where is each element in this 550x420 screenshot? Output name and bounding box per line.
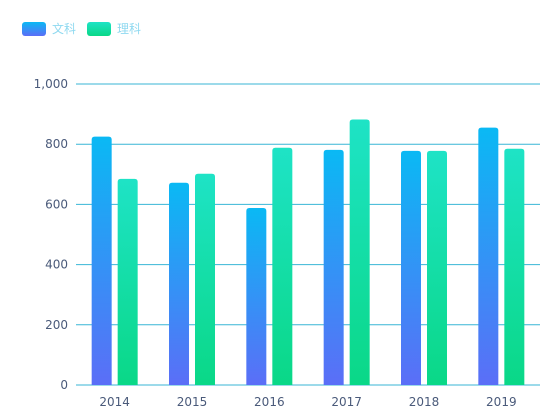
bar-like-2016[interactable] [272,147,293,385]
x-tick-label: 2019 [486,395,517,409]
y-tick-label: 800 [45,137,68,151]
y-tick-label: 0 [60,378,68,392]
bar-wenke-2017[interactable] [323,149,344,385]
bar-like-2014[interactable] [117,178,138,385]
legend: 文科 理科 [22,21,141,36]
bar-like-2017[interactable] [349,119,370,385]
x-tick-label: 2016 [254,395,285,409]
bar-wenke-2015[interactable] [169,182,189,385]
bar-wenke-2016[interactable] [246,208,267,385]
x-tick-label: 2015 [177,395,208,409]
y-tick-label: 600 [45,197,68,211]
y-axis-ticks: 0 200 400 600 800 1,000 [34,77,68,392]
legend-label-wenke[interactable]: 文科 [52,21,76,36]
x-tick-label: 2014 [99,395,130,409]
y-tick-label: 1,000 [34,77,68,91]
legend-swatch-like[interactable] [87,22,111,36]
bar-like-2018[interactable] [427,150,447,385]
y-tick-label: 200 [45,318,68,332]
bars [91,119,525,386]
x-tick-label: 2017 [331,395,362,409]
x-tick-label: 2018 [409,395,440,409]
legend-label-like[interactable]: 理科 [117,22,141,36]
legend-swatch-wenke[interactable] [22,22,46,36]
bar-wenke-2018[interactable] [401,150,421,385]
x-axis-ticks: 2014 2015 2016 2017 2018 2019 [99,395,516,409]
bar-like-2019[interactable] [504,148,525,385]
bar-wenke-2014[interactable] [91,136,112,385]
bar-like-2015[interactable] [195,173,215,385]
y-tick-label: 400 [45,258,68,272]
grid-lines [76,83,540,386]
bar-wenke-2019[interactable] [478,127,499,386]
